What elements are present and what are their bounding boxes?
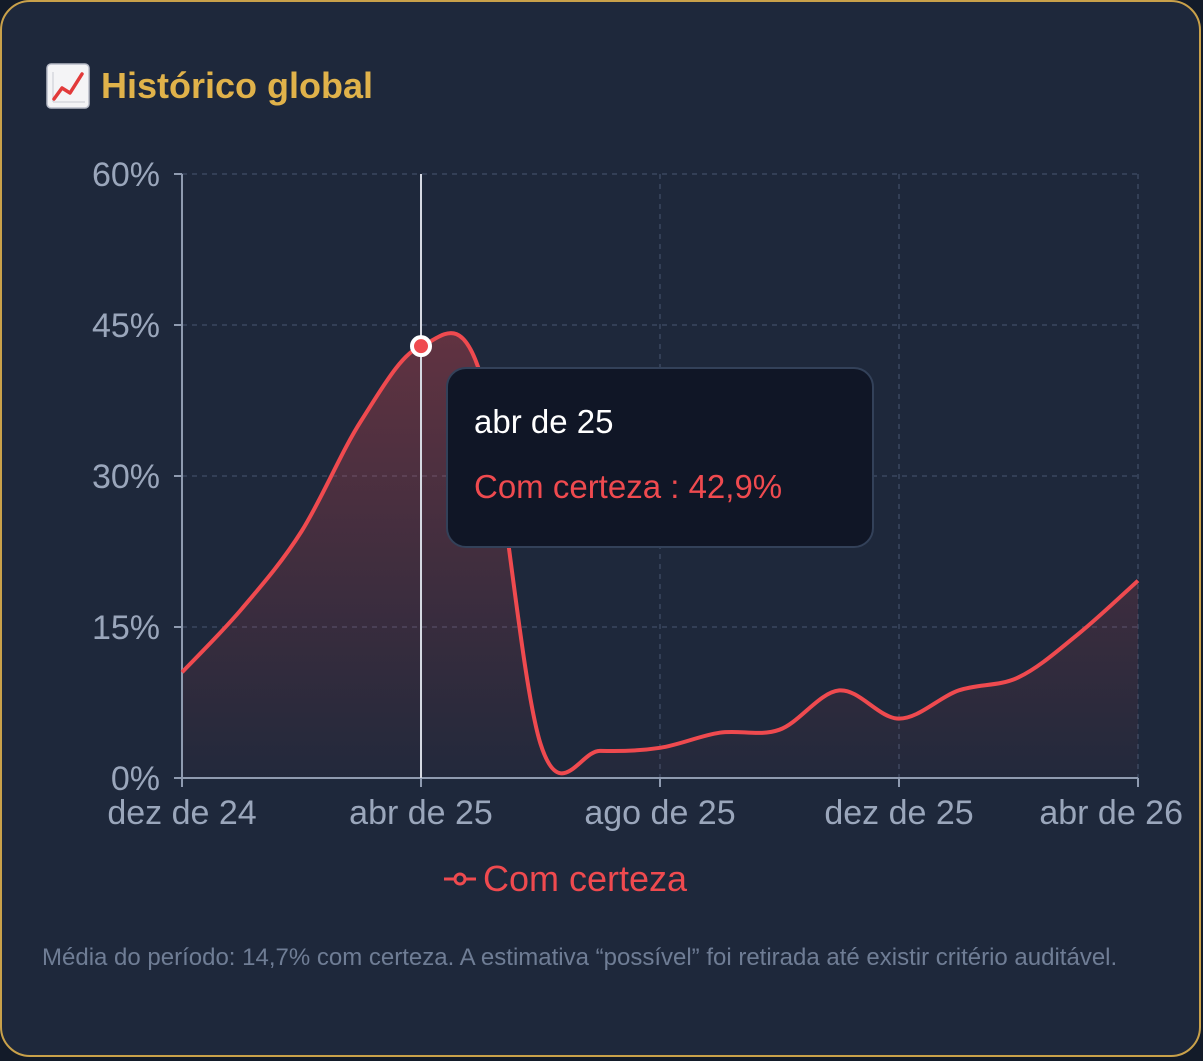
y-tick-label: 15% <box>92 609 160 647</box>
x-tick-label: abr de 25 <box>349 794 493 832</box>
y-tick-label: 60% <box>92 156 160 194</box>
tooltip-value: 42,9% <box>688 468 783 505</box>
x-tick-label: dez de 25 <box>824 794 973 832</box>
card-header: Histórico global <box>45 62 373 110</box>
chart-legend[interactable]: Com certeza <box>443 858 687 900</box>
tooltip-title: abr de 25 <box>474 403 614 440</box>
data-point-active <box>410 335 432 358</box>
x-tick-label: abr de 26 <box>1039 794 1183 832</box>
x-tick-label: dez de 24 <box>107 794 256 832</box>
y-tick-label: 45% <box>92 307 160 345</box>
legend-line-marker-icon <box>444 872 476 886</box>
chart-tooltip: abr de 25 Com certeza : 42,9% <box>446 367 874 548</box>
footnote: Média do período: 14,7% com certeza. A e… <box>42 944 1118 971</box>
tooltip-series-name: Com certeza <box>474 468 662 505</box>
card-title: Histórico global <box>101 65 374 106</box>
x-tick-label: ago de 25 <box>584 794 735 832</box>
y-tick-label: 0% <box>111 760 160 798</box>
y-tick-label: 30% <box>92 458 160 496</box>
series-line <box>180 331 1140 776</box>
legend-label: Com certeza <box>483 858 688 899</box>
chart-increasing-icon <box>46 63 90 109</box>
tooltip-value-line: Com certeza : 42,9% <box>474 468 783 505</box>
